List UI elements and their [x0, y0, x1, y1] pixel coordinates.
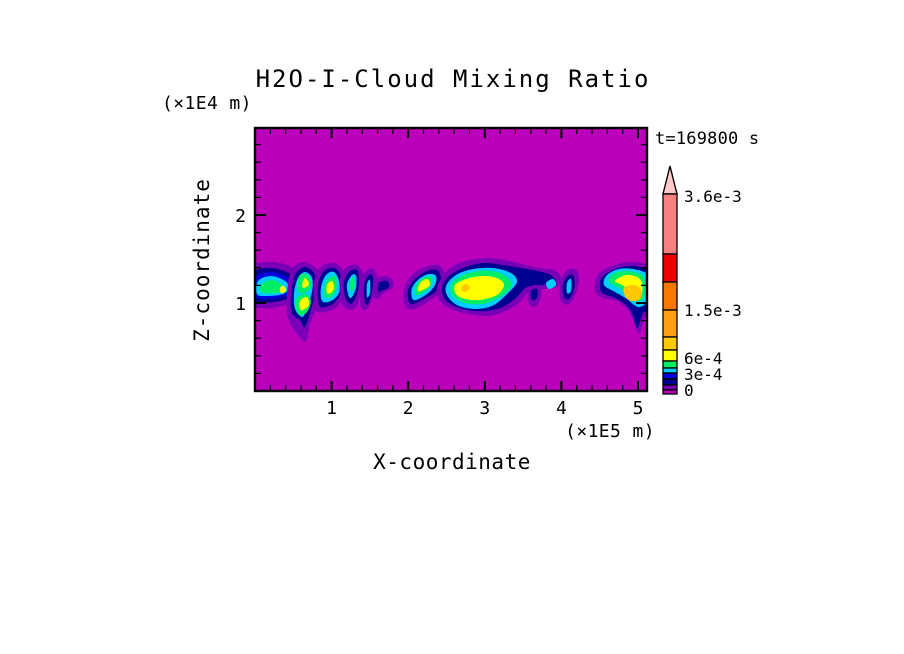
colorbar-segment-salmon [662, 193, 678, 255]
cloud-contour-big-central-cloud-gold [460, 284, 471, 292]
plot-border [253, 126, 649, 393]
colorbar-segment-cyan [662, 367, 678, 374]
colorbar-segment-green [662, 360, 678, 369]
cloud-contour-diagonal-blob-x2p2-yellow [417, 278, 431, 292]
colorbar-segment-blue [662, 372, 678, 380]
time-annotation: t=169800 s [655, 129, 759, 149]
colorbar-segment-navy [662, 378, 678, 386]
z-tick-label: 2 [235, 206, 246, 227]
colorbar-segment-yellow [662, 349, 678, 362]
z-tick-label: 1 [235, 294, 246, 315]
cloud-contour-sliver-x4p1-cyan [566, 278, 572, 294]
plot-title: H2O-I-Cloud Mixing Ratio [256, 65, 651, 93]
cloud-contour-twin-core-cluster-yellow [299, 296, 310, 311]
cloud-contour-violet-streak-x1p6-navy [377, 280, 390, 293]
colorbar-segment-magenta [662, 389, 678, 395]
z-axis-label: Z-coordinate [190, 178, 214, 342]
plot-frame: 1 2 3 4 5 1 2 [235, 126, 649, 419]
cloud-contour-blob-x1p0-yellow [326, 280, 335, 294]
x-tick-label: 3 [479, 398, 490, 419]
x-tick-label: 2 [403, 398, 414, 419]
plot-field [255, 128, 647, 391]
colorbar-arrow [662, 165, 678, 195]
cloud-contour-left-edge-cloud-green [259, 280, 285, 294]
colorbar-segment-violet [662, 384, 678, 391]
field-background [255, 128, 647, 391]
colorbar-segment-red [662, 253, 678, 283]
z-axis-unit-label: (×1E4 m) [162, 93, 252, 114]
colorbar-label: 6e-4 [684, 349, 723, 368]
x-axis-label: X-coordinate [373, 450, 531, 474]
colorbar-label: 0 [684, 381, 694, 400]
cloud-contour-small-patch-x3p6-navy [530, 288, 538, 301]
x-tick-label: 1 [326, 398, 337, 419]
cloud-contour-navy-band-cyan-tip-cyan [545, 278, 557, 290]
colorbar-label: 1.5e-3 [684, 301, 742, 320]
colorbar-segment-orange [662, 309, 678, 338]
cloud-contour-left-edge-cloud-yellow [279, 285, 287, 294]
cloud-contour-big-central-cloud-yellow [454, 275, 504, 301]
colorbar-segment-gold [662, 336, 678, 351]
cloud-contour-twin-core-cluster-yellow [301, 277, 310, 289]
cloud-contour-crescent-x1p2-green [349, 277, 355, 291]
cloud-contour-thin-crescent-x1p5-cyan [366, 279, 371, 298]
colorbar-label: 3e-4 [684, 365, 723, 384]
colorbar-segment-orange_dark [662, 281, 678, 311]
colorbar: 3.6e-3 1.5e-3 6e-43e-40 [662, 165, 742, 400]
cloud-contour-right-edge-cloud-gold [623, 284, 642, 302]
x-tick-label: 4 [556, 398, 567, 419]
colorbar-label: 3.6e-3 [684, 187, 742, 206]
x-axis-unit-label: (×1E5 m) [565, 421, 655, 442]
x-tick-label: 5 [633, 398, 644, 419]
